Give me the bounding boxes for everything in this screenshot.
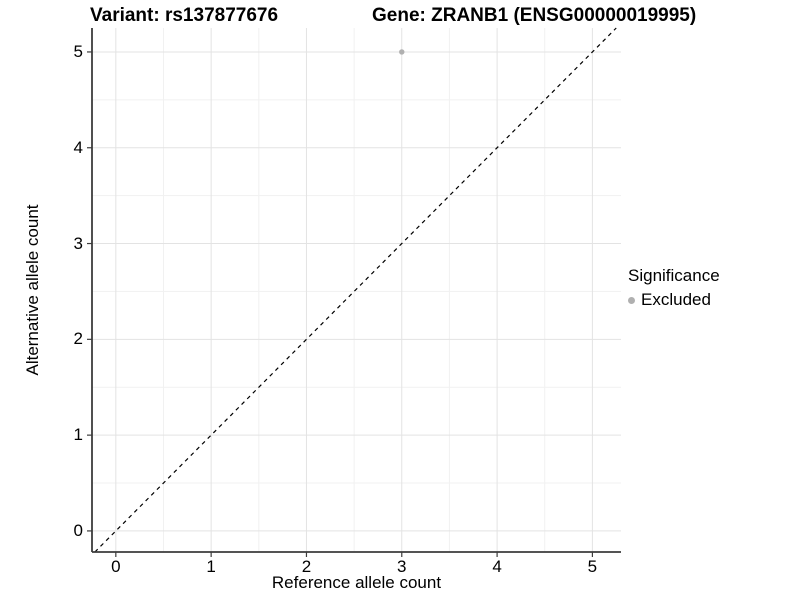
x-tick-label-5: 5 [587, 557, 598, 576]
legend-title: Significance [628, 266, 720, 285]
y-tick-label-0: 0 [73, 520, 83, 540]
y-tick-label-3: 3 [73, 233, 83, 253]
y-tick-label-4: 4 [73, 137, 83, 157]
y-tick-label-5: 5 [73, 41, 83, 61]
data-point-excluded [399, 49, 405, 55]
y-axis-title: Alternative allele count [23, 204, 42, 376]
excluded-marker-icon [628, 296, 635, 304]
legend-item-label: Excluded [641, 290, 711, 309]
legend: Significance Excluded [628, 266, 720, 310]
identity-dashed-line [94, 27, 617, 553]
x-tick-label-3: 3 [397, 557, 407, 576]
plot-title-variant: Variant: rs137877676 [90, 5, 279, 26]
x-tick-label-2: 2 [301, 557, 312, 576]
x-axis-title: Reference allele count [271, 573, 442, 592]
y-tick-label-1: 1 [73, 425, 83, 445]
x-tick-label-4: 4 [492, 557, 502, 576]
plot-title-gene: Gene: ZRANB1 (ENSG00000019995) [372, 5, 697, 26]
x-tick-label-0: 0 [111, 557, 121, 576]
x-tick-label-1: 1 [206, 557, 216, 576]
y-tick-label-2: 2 [73, 329, 83, 349]
legend-item-excluded: Excluded [628, 290, 720, 310]
